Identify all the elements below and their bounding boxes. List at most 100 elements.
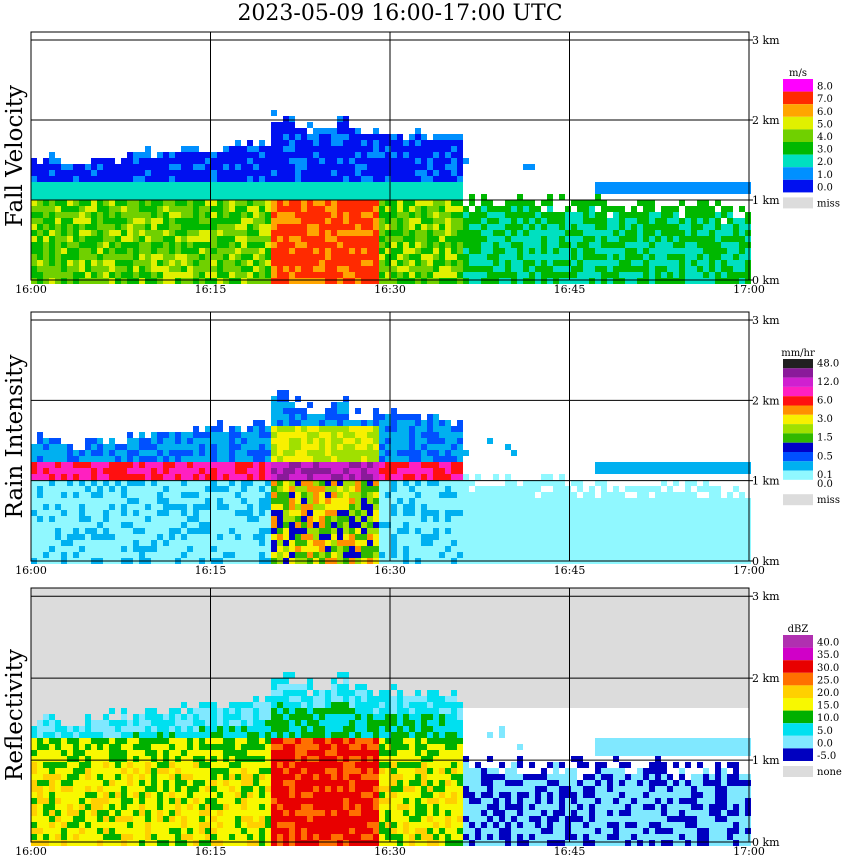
field-cell	[355, 272, 361, 278]
field-cell	[37, 834, 43, 840]
field-cell	[355, 158, 361, 164]
field-cell	[427, 212, 433, 218]
field-cell	[625, 230, 631, 236]
field-cell	[397, 194, 403, 200]
field-cell	[247, 486, 253, 492]
field-cell	[373, 420, 379, 426]
field-cell	[55, 768, 61, 774]
field-cell	[661, 468, 667, 474]
field-cell	[601, 468, 607, 474]
legend-label: 0.0	[817, 182, 833, 193]
field-cell	[559, 248, 565, 254]
field-cell	[421, 480, 427, 486]
field-cell	[145, 528, 151, 534]
field-cell	[133, 242, 139, 248]
field-cell	[457, 504, 463, 510]
field-cell	[727, 230, 733, 236]
field-cell	[421, 432, 427, 438]
field-cell	[481, 522, 487, 528]
field-cell	[289, 164, 295, 170]
field-cell	[355, 206, 361, 212]
field-cell	[673, 230, 679, 236]
field-cell	[325, 552, 331, 558]
field-cell	[535, 212, 541, 218]
field-cell	[319, 266, 325, 272]
field-cell	[223, 528, 229, 534]
field-cell	[577, 266, 583, 272]
field-cell	[415, 164, 421, 170]
field-cell	[673, 546, 679, 552]
field-cell	[307, 402, 313, 408]
field-cell	[43, 510, 49, 516]
field-cell	[127, 230, 133, 236]
field-cell	[151, 212, 157, 218]
field-cell	[301, 254, 307, 260]
field-cell	[403, 414, 409, 420]
field-cell	[145, 158, 151, 164]
field-cell	[217, 468, 223, 474]
field-cell	[43, 272, 49, 278]
field-cell	[421, 278, 427, 284]
field-cell	[55, 230, 61, 236]
field-cell	[457, 182, 463, 188]
field-cell	[403, 218, 409, 224]
field-cell	[451, 510, 457, 516]
field-cell	[181, 224, 187, 230]
field-cell	[499, 498, 505, 504]
field-cell	[37, 744, 43, 750]
field-cell	[367, 486, 373, 492]
field-cell	[733, 230, 739, 236]
field-cell	[397, 468, 403, 474]
field-cell	[439, 260, 445, 266]
field-cell	[421, 206, 427, 212]
field-cell	[61, 756, 67, 762]
field-cell	[259, 272, 265, 278]
field-cell	[295, 218, 301, 224]
field-cell	[157, 522, 163, 528]
field-cell	[355, 236, 361, 242]
field-cell	[709, 462, 715, 468]
field-cell	[181, 456, 187, 462]
field-cell	[307, 516, 313, 522]
field-cell	[229, 146, 235, 152]
field-cell	[277, 450, 283, 456]
field-cell	[271, 206, 277, 212]
field-cell	[433, 182, 439, 188]
field-cell	[307, 248, 313, 254]
field-cell	[379, 200, 385, 206]
field-cell	[457, 278, 463, 284]
field-cell	[193, 188, 199, 194]
field-cell	[121, 516, 127, 522]
field-cell	[127, 552, 133, 558]
field-cell	[601, 486, 607, 492]
field-cell	[745, 534, 751, 540]
field-cell	[205, 224, 211, 230]
field-cell	[295, 146, 301, 152]
field-cell	[499, 516, 505, 522]
field-cell	[391, 212, 397, 218]
field-cell	[505, 200, 511, 206]
field-cell	[37, 546, 43, 552]
field-cell	[613, 504, 619, 510]
field-cell	[499, 260, 505, 266]
field-cell	[97, 516, 103, 522]
field-cell	[427, 420, 433, 426]
field-cell	[745, 182, 751, 188]
field-cell	[169, 492, 175, 498]
field-cell	[637, 200, 643, 206]
field-cell	[295, 134, 301, 140]
field-cell	[667, 182, 673, 188]
field-cell	[283, 438, 289, 444]
field-cell	[295, 522, 301, 528]
field-cell	[235, 212, 241, 218]
field-cell	[649, 218, 655, 224]
field-cell	[289, 456, 295, 462]
field-cell	[511, 492, 517, 498]
field-cell	[349, 134, 355, 140]
field-cell	[259, 158, 265, 164]
field-cell	[601, 224, 607, 230]
field-cell	[289, 158, 295, 164]
field-cell	[385, 426, 391, 432]
field-cell	[103, 164, 109, 170]
field-cell	[559, 218, 565, 224]
